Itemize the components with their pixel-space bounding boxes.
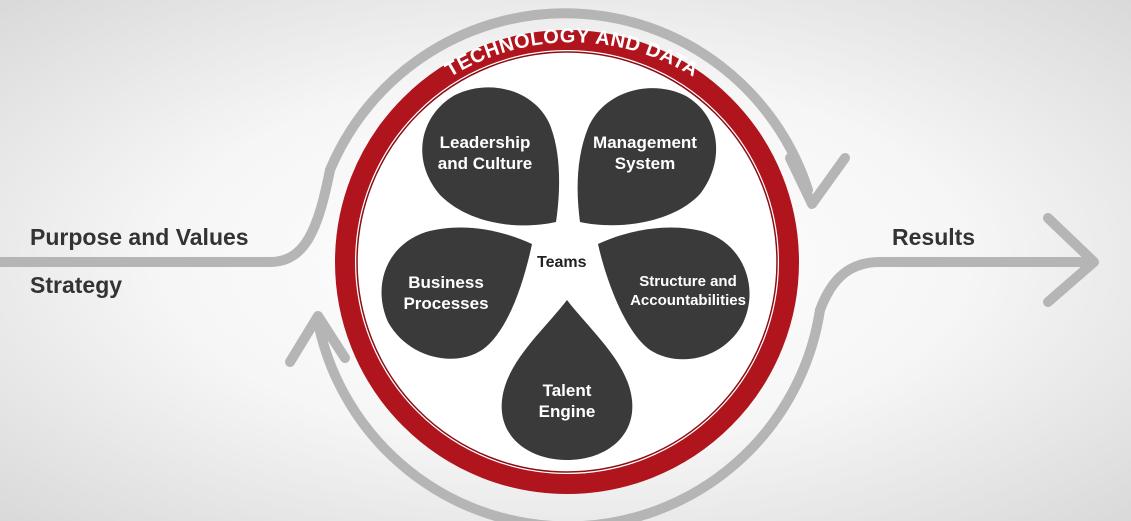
petal-talent	[501, 300, 633, 460]
petal-structure	[598, 227, 750, 360]
output-arrowhead	[1043, 213, 1099, 307]
petal-label-leadership: Leadership and Culture	[437, 133, 533, 173]
center-label-teams: Teams	[537, 254, 587, 271]
upper-cycle-arrowhead	[785, 153, 850, 209]
upper-cycle-arc	[325, 8, 813, 195]
output-flow-line	[815, 257, 1095, 315]
input-label-purpose: Purpose and Values	[30, 224, 249, 250]
petal-label-business: Business Processes	[403, 273, 489, 313]
petal-management	[577, 88, 717, 226]
petal-label-talent: Talent Engine	[538, 381, 596, 421]
technology-ring-inner-line	[356, 51, 778, 473]
lower-cycle-arc	[313, 305, 825, 521]
lower-cycle-arrowhead	[285, 311, 350, 367]
input-label-strategy: Strategy	[30, 272, 123, 298]
petal-label-structure: Structure and Accountabilities	[630, 273, 746, 309]
petal-leadership	[422, 87, 560, 226]
petal-label-management: Management System	[593, 133, 697, 173]
output-label-results: Results	[892, 224, 976, 250]
input-flow-line	[0, 165, 335, 267]
petal-shapes	[381, 87, 750, 460]
petal-business	[381, 227, 532, 359]
